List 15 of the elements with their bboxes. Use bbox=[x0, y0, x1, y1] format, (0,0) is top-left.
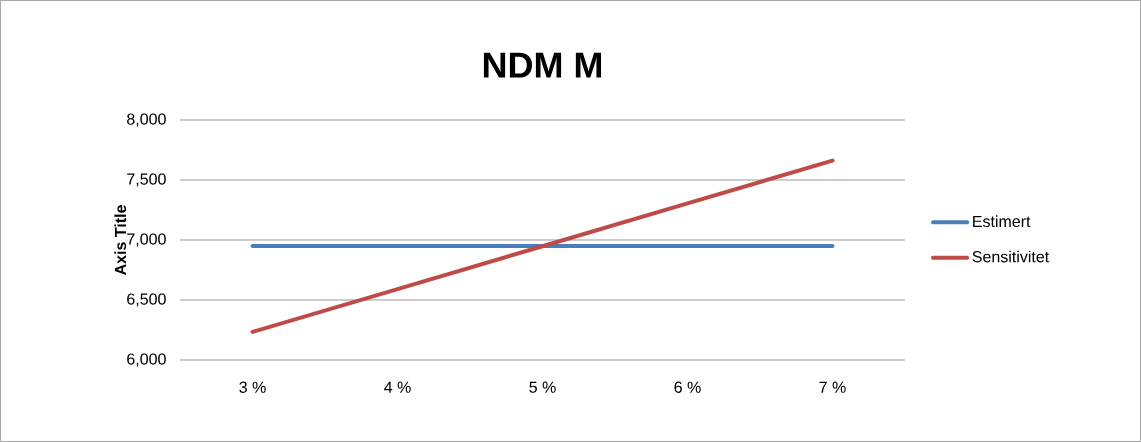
line-series bbox=[250, 158, 835, 334]
y-tick-label: 6,000 bbox=[127, 353, 166, 367]
y-tick-label: 6,500 bbox=[127, 293, 166, 307]
x-tick-label: 6 % bbox=[674, 381, 701, 393]
y-tick-label: 8,000 bbox=[127, 113, 166, 127]
chart-title: NDM M bbox=[483, 52, 602, 78]
x-tick-label: 3 % bbox=[239, 381, 266, 393]
x-tick-label: 4 % bbox=[384, 381, 411, 393]
x-tick-label: 5 % bbox=[529, 381, 556, 393]
x-tick-label: 7 % bbox=[819, 381, 846, 393]
legend-label: Estimert bbox=[973, 215, 1031, 228]
legend-label: Sensitivitet bbox=[972, 250, 1050, 263]
y-axis-title: Axis Title bbox=[114, 205, 127, 276]
y-tick-label: 7,000 bbox=[127, 233, 166, 247]
y-tick-label: 7,500 bbox=[127, 173, 166, 187]
